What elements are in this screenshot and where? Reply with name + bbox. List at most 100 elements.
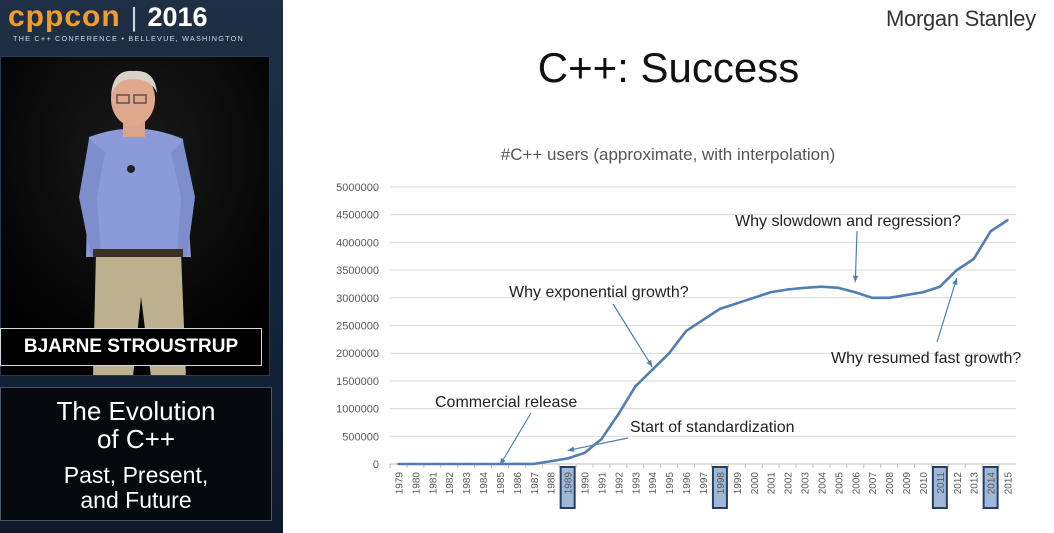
x-tick-label: 1988 (547, 472, 558, 495)
y-tick-label: 3000000 (336, 293, 379, 305)
annotation-label: Why resumed fast growth? (831, 350, 1021, 367)
data-point-2000 (752, 296, 755, 299)
data-point-1988 (549, 460, 552, 463)
data-point-1999 (735, 302, 739, 305)
data-point-1995 (667, 352, 671, 355)
y-tick-label: 5000000 (336, 182, 379, 194)
annotation-1-arrowhead (567, 446, 575, 452)
annotation-label: Commercial release (435, 394, 577, 411)
x-tick-label: 2003 (801, 472, 812, 495)
y-tick-label: 1500000 (336, 376, 379, 388)
x-tick-label: 2006 (851, 472, 862, 495)
data-point-2012 (955, 268, 958, 272)
annotation-label: Why exponential growth? (509, 284, 689, 301)
data-point-2014 (989, 230, 992, 233)
y-tick-label: 500000 (342, 431, 379, 443)
annotation-3-arrow (854, 230, 858, 283)
data-point-2003 (803, 286, 806, 290)
data-point-2011 (938, 285, 942, 288)
talk-title-box: The Evolution of C++ Past, Present, and … (0, 387, 272, 521)
speaker-name-plate: BJARNE STROUSTRUP (0, 328, 262, 366)
year-highlight-1989 (559, 466, 576, 509)
year-highlight-2011 (931, 466, 948, 509)
data-point-1991 (600, 437, 603, 441)
x-tick-label: 1990 (581, 472, 592, 495)
y-tick-label: 0 (373, 459, 379, 471)
logo-separator: | (130, 1, 138, 32)
data-point-2006 (854, 291, 857, 294)
data-point-1983 (464, 462, 468, 466)
data-point-1990 (583, 451, 586, 455)
x-tick-label: 1979 (394, 472, 405, 495)
data-point-2015 (1006, 219, 1009, 222)
annotation-3-arrowhead (852, 275, 859, 283)
y-tick-label: 4500000 (336, 210, 379, 222)
annotation-2-arrowhead (646, 359, 653, 367)
annotation-4-arrowhead (952, 278, 958, 286)
x-tick-label: 1986 (513, 472, 524, 495)
data-point-1992 (617, 412, 620, 416)
talk-title-line-1: The Evolution (56, 396, 216, 426)
data-point-1996 (684, 329, 688, 333)
data-point-2008 (887, 296, 891, 299)
slide-title: C++: Success (537, 44, 800, 91)
x-tick-label: 1992 (614, 472, 625, 495)
x-tick-label: 1999 (733, 472, 744, 495)
data-point-1998 (718, 307, 722, 311)
data-point-2001 (769, 291, 772, 294)
data-point-1987 (532, 462, 536, 466)
chart-title: #C++ users (approximate, with interpolat… (501, 145, 836, 164)
data-point-1997 (701, 318, 705, 322)
data-point-2005 (837, 286, 840, 290)
x-tick-label: 1984 (479, 472, 490, 495)
speaker-video (0, 56, 270, 376)
x-tick-label: 1995 (665, 472, 676, 495)
x-tick-label: 1983 (462, 472, 473, 495)
y-tick-label: 2000000 (336, 348, 379, 360)
data-point-2013 (972, 257, 975, 261)
x-tick-label: 1994 (648, 472, 659, 495)
x-tick-label: 1997 (699, 472, 710, 495)
data-point-2007 (870, 296, 874, 299)
x-tick-label: 2010 (919, 472, 930, 495)
x-tick-label: 2011 (936, 472, 947, 494)
users-line-chart: #C++ users (approximate, with interpolat… (336, 145, 1021, 509)
data-point-1984 (481, 462, 485, 466)
x-tick-label: 1998 (716, 472, 727, 495)
x-tick-label: 2004 (817, 472, 828, 495)
year-highlight-2014 (982, 466, 999, 509)
x-tick-label: 1985 (496, 472, 507, 495)
x-tick-label: 2005 (834, 472, 845, 495)
x-tick-label: 2008 (885, 472, 896, 495)
x-tick-label: 2001 (767, 472, 778, 495)
x-tick-label: 2000 (750, 472, 761, 495)
x-tick-label: 1982 (445, 472, 456, 495)
y-tick-label: 4000000 (336, 237, 379, 249)
annotation-4-arrow (936, 277, 958, 343)
x-tick-label: 1993 (631, 472, 642, 495)
data-point-1982 (448, 462, 451, 466)
y-tick-label: 2500000 (336, 321, 379, 333)
data-point-2010 (921, 291, 925, 294)
y-tick-label: 1000000 (336, 404, 379, 416)
annotation-label: Why slowdown and regression? (735, 213, 961, 230)
x-tick-label: 1991 (597, 472, 608, 495)
conference-sidebar: cppcon | 2016 THE C++ CONFERENCE • BELLE… (0, 0, 283, 533)
x-tick-label: 1980 (411, 472, 422, 495)
presentation-slide: Morgan Stanley C++: Success #C++ users (… (283, 0, 1054, 533)
data-point-1986 (515, 462, 519, 466)
talk-title-line-2: of C++ (96, 424, 176, 454)
x-tick-label: 2007 (868, 472, 879, 495)
data-point-1993 (634, 385, 637, 388)
x-tick-label: 1987 (530, 472, 541, 495)
x-tick-label: 2012 (953, 472, 964, 495)
annotation-2-arrow (612, 303, 653, 368)
x-tick-label: 2009 (902, 472, 913, 495)
x-tick-label: 1996 (682, 472, 693, 495)
x-tick-label: 2015 (1004, 472, 1015, 495)
x-tick-label: 1989 (564, 472, 575, 495)
talk-subtitle-line-2: and Future (80, 487, 192, 513)
annotation-0-arrow (499, 412, 532, 466)
data-point-1980 (414, 462, 417, 466)
y-tick-label: 3500000 (336, 265, 379, 277)
